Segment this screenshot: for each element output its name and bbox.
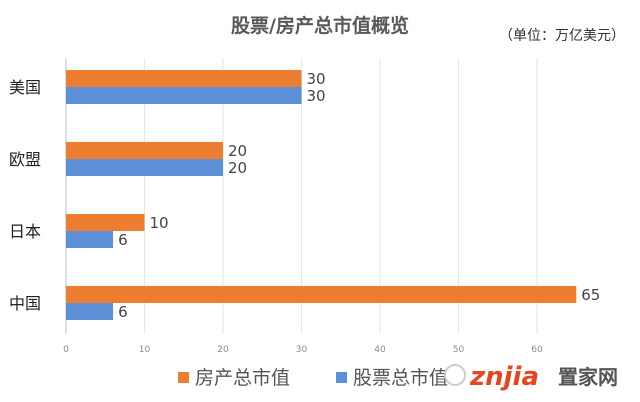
watermark-brand: znjia: [469, 362, 539, 392]
x-tick-label: 50: [453, 345, 465, 355]
x-tick-label: 40: [374, 345, 386, 355]
watermark-cn: 置家网: [558, 365, 618, 389]
legend-swatch-stock: [336, 372, 347, 383]
data-label: 30: [307, 87, 326, 105]
category-label: 欧盟: [9, 150, 41, 169]
data-label: 30: [307, 70, 326, 88]
bar-real-estate: [66, 70, 302, 87]
legend-swatch-real-estate: [178, 372, 189, 383]
bar-stock: [66, 231, 114, 248]
legend-label-real-estate: 房产总市值: [195, 367, 290, 389]
data-label: 20: [228, 159, 247, 177]
data-label: 20: [228, 142, 247, 160]
bar-real-estate: [66, 214, 145, 231]
bar-stock: [66, 87, 302, 104]
bar-stock: [66, 303, 114, 320]
x-tick-label: 10: [139, 345, 151, 355]
data-label: 10: [150, 214, 169, 232]
bar-real-estate: [66, 142, 223, 159]
x-tick-label: 60: [531, 345, 543, 355]
chart-title: 股票/房产总市值概览: [231, 14, 409, 37]
category-label: 日本: [9, 222, 41, 241]
legend-label-stock: 股票总市值: [353, 367, 448, 389]
data-label: 65: [581, 286, 600, 304]
data-label: 6: [118, 303, 128, 321]
category-label: 中国: [9, 294, 41, 313]
chart-unit-note: （单位：万亿美元）: [499, 28, 625, 44]
data-label: 6: [118, 231, 128, 249]
bar-stock: [66, 159, 223, 176]
legend: 房产总市值 股票总市值: [178, 367, 448, 389]
x-tick-label: 0: [63, 345, 69, 355]
watermark-logo-icon: [444, 364, 466, 386]
x-axis-ticks: 0 10 20 30 40 50 60: [63, 345, 543, 355]
category-label: 美国: [9, 78, 41, 97]
x-tick-label: 30: [296, 345, 308, 355]
bar-real-estate: [66, 286, 577, 303]
watermark: znjia 置家网: [444, 362, 618, 392]
x-tick-label: 20: [217, 345, 229, 355]
